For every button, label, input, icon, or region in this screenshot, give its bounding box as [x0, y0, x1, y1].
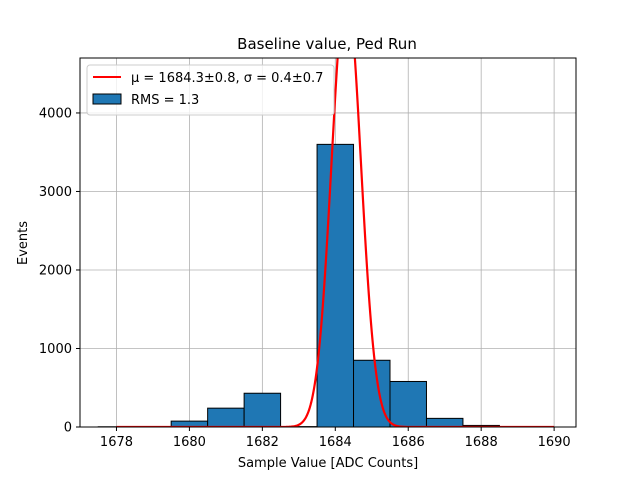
legend-hist-swatch	[92, 93, 122, 105]
y-axis-label: Events	[16, 221, 31, 265]
histogram-bar	[425, 417, 464, 428]
legend-hist-label: RMS = 1.3	[131, 93, 199, 108]
x-tick-label: 1684	[319, 435, 352, 450]
histogram-bar	[389, 380, 427, 428]
x-axis-ticks: 1678 1680 1682 1684 1686 1688 1690	[100, 427, 571, 450]
y-axis-ticks: 0 1000 2000 3000 4000	[39, 106, 80, 436]
legend-fit-label: μ = 1684.3±0.8, σ = 0.4±0.7	[131, 71, 323, 86]
histogram-bar	[243, 392, 282, 428]
histogram-bar	[207, 407, 245, 428]
x-tick-label: 1686	[392, 435, 425, 450]
x-axis-label: Sample Value [ADC Counts]	[238, 456, 418, 471]
x-tick-label: 1688	[465, 435, 498, 450]
x-tick-label: 1678	[100, 435, 133, 450]
histogram-bar	[316, 143, 355, 428]
legend-box	[86, 64, 335, 116]
plot-frame	[79, 57, 577, 428]
y-tick-label: 2000	[39, 263, 72, 278]
histogram-bar	[353, 359, 391, 428]
y-tick-label: 3000	[39, 185, 72, 200]
y-tick-label: 1000	[39, 342, 72, 357]
x-tick-label: 1680	[173, 435, 206, 450]
y-tick-label: 0	[64, 421, 72, 436]
chart-title: Baseline value, Ped Run	[237, 35, 417, 53]
fit-curve-layer	[116, 58, 555, 427]
y-tick-label: 4000	[39, 106, 72, 121]
legend: μ = 1684.3±0.8, σ = 0.4±0.7 RMS = 1.3	[86, 64, 335, 116]
x-tick-label: 1690	[538, 435, 571, 450]
gaussian-fit-curve	[116, 58, 555, 427]
x-tick-label: 1682	[246, 435, 279, 450]
